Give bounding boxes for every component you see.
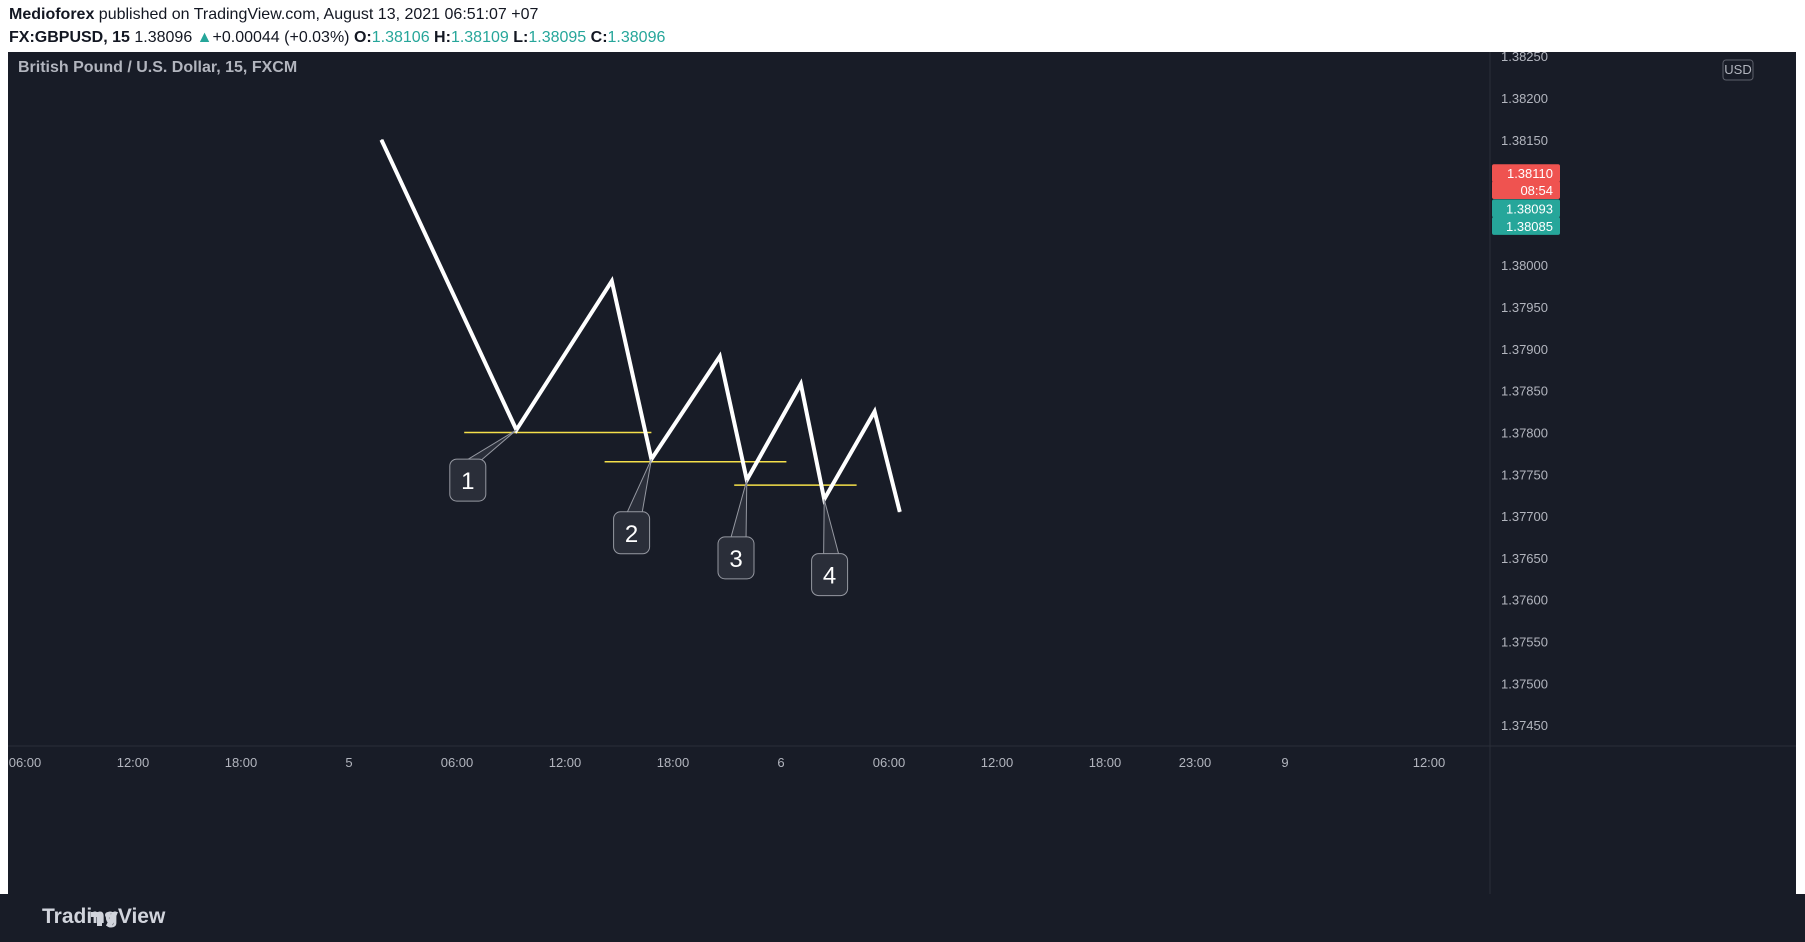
axes-layer: 1.382501.382001.381501.381001.380501.380… <box>8 52 1796 894</box>
y-tick-label: 1.38200 <box>1501 91 1548 106</box>
price-point <box>800 383 802 385</box>
y-tick-label: 1.37500 <box>1501 676 1548 691</box>
levels-layer <box>464 431 857 486</box>
callout-box <box>449 458 487 502</box>
chart-title: British Pound / U.S. Dollar, 15, FXCM <box>18 59 297 76</box>
price-line <box>379 138 902 513</box>
y-tick-label: 1.37800 <box>1501 425 1548 440</box>
low-label: L: <box>513 29 529 46</box>
price-tag-label: 1.38093 <box>1506 201 1553 216</box>
high-label: H: <box>434 29 451 46</box>
price-point <box>380 139 382 141</box>
currency-label: USD <box>1724 62 1751 77</box>
x-tick-label: 23:00 <box>1179 755 1212 770</box>
callout-pointer <box>624 458 652 517</box>
callout-layer: 1 2 3 4 <box>449 429 849 597</box>
price-tag-label: 1.38110 <box>1507 166 1553 181</box>
open-value: 1.38106 <box>371 29 430 46</box>
line-layer <box>379 138 902 513</box>
y-tick-label: 1.38250 <box>1501 52 1548 64</box>
x-tick-label: 12:00 <box>117 755 150 770</box>
callout-pointer <box>729 479 748 542</box>
x-tick-label: 18:00 <box>657 755 690 770</box>
y-tick-label: 1.37450 <box>1501 718 1548 733</box>
callout-box <box>811 553 849 597</box>
y-tick-label: 1.38000 <box>1501 258 1548 273</box>
callout-pointer <box>823 499 841 559</box>
price-change: +0.00044 (+0.03%) <box>212 29 350 46</box>
price-point <box>719 355 721 357</box>
x-tick-label: 06:00 <box>873 755 906 770</box>
close-label: C: <box>590 29 608 46</box>
tradingview-logo-icon[interactable] <box>8 904 208 934</box>
y-tick-label: 1.37850 <box>1501 384 1548 399</box>
chart-area[interactable]: 1.382501.382001.381501.381001.380501.380… <box>8 52 1796 894</box>
x-tick-label: 06:00 <box>9 755 42 770</box>
open-label: O: <box>353 29 372 46</box>
price-tag-box <box>1492 199 1560 218</box>
y-tick-label: 1.37550 <box>1501 634 1548 649</box>
y-tick-label: 1.37900 <box>1501 342 1548 357</box>
price-tag-label: 1.38085 <box>1506 219 1553 234</box>
triangle-up-icon: ▲ <box>196 29 213 46</box>
close-value: 1.38096 <box>607 29 666 46</box>
x-tick-label: 12:00 <box>981 755 1014 770</box>
author-name[interactable]: Medioforex <box>9 6 95 23</box>
chart-canvas[interactable]: 1.382501.382001.381501.381001.380501.380… <box>8 52 1796 894</box>
publish-info: published on TradingView.com, August 13,… <box>98 6 539 23</box>
price-tag-label: 08:54 <box>1520 183 1553 198</box>
x-tick-label: 12:00 <box>549 755 582 770</box>
price-tag-box <box>1492 180 1560 199</box>
tradingview-logo-text[interactable]: TradingView <box>42 905 166 928</box>
publish-line: Medioforex published on TradingView.com,… <box>9 6 538 24</box>
y-tick-label: 1.37700 <box>1501 509 1548 524</box>
x-tick-label: 18:00 <box>1089 755 1122 770</box>
x-tick-label: 5 <box>345 755 352 770</box>
x-tick-label: 18:00 <box>225 755 258 770</box>
x-tick-label: 6 <box>777 755 784 770</box>
currency-badge[interactable]: USD <box>1722 59 1754 81</box>
price-tag-box <box>1492 164 1560 183</box>
price-tag-box <box>1492 216 1560 235</box>
callout-label: 3 <box>729 546 742 573</box>
low-value: 1.38095 <box>528 29 587 46</box>
callout-box <box>613 511 651 555</box>
x-tick-label: 9 <box>1281 755 1288 770</box>
y-tick-label: 1.37650 <box>1501 551 1548 566</box>
footer <box>0 894 1805 942</box>
callout-pointer <box>460 429 517 464</box>
callout-label: 2 <box>625 521 638 548</box>
y-tick-label: 1.37600 <box>1501 593 1548 608</box>
x-tick-label: 12:00 <box>1413 755 1446 770</box>
high-value: 1.38109 <box>450 29 509 46</box>
price-point <box>611 280 613 282</box>
y-tick-label: 1.38150 <box>1501 133 1548 148</box>
price-point <box>874 411 876 413</box>
symbol-name[interactable]: FX:GBPUSD, 15 <box>9 29 130 46</box>
x-tick-label: 06:00 <box>441 755 474 770</box>
callout-label: 4 <box>823 563 836 590</box>
price-point <box>899 511 901 513</box>
callout-label: 1 <box>461 468 474 495</box>
chart-header: Medioforex published on TradingView.com,… <box>0 0 1805 52</box>
y-tick-label: 1.37750 <box>1501 467 1548 482</box>
price-tag-layer: 1.38110 08:54 1.38093 1.38085 <box>1492 164 1560 235</box>
callout-box <box>717 536 755 580</box>
y-tick-label: 1.37950 <box>1501 300 1548 315</box>
last-price: 1.38096 <box>134 29 193 46</box>
symbol-line: FX:GBPUSD, 15 1.38096 ▲+0.00044 (+0.03%)… <box>9 29 665 47</box>
